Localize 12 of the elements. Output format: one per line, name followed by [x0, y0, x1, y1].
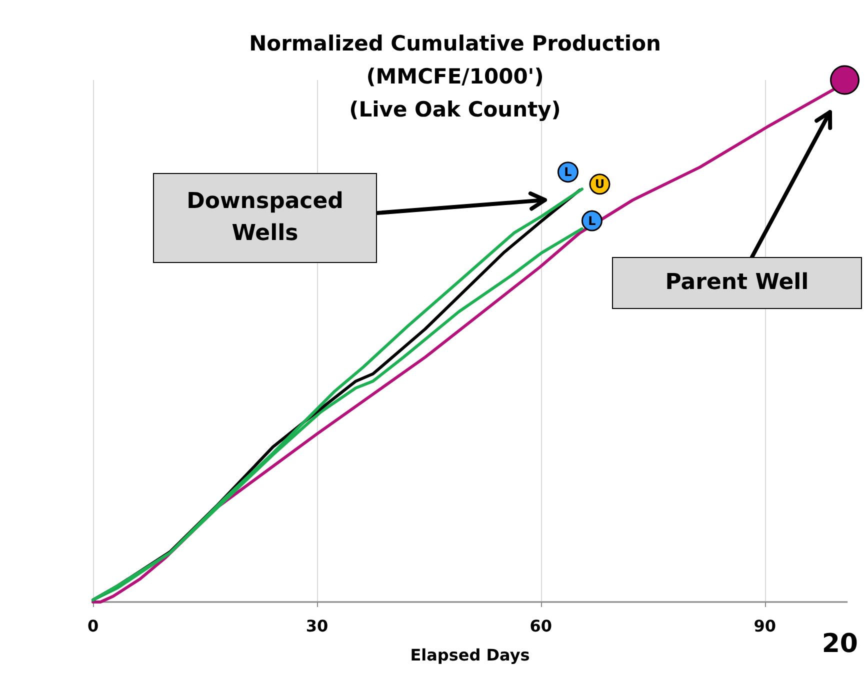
x-tick-label: 0: [87, 616, 99, 636]
x-tick-label: 90: [754, 616, 776, 636]
series-label: L: [564, 165, 572, 180]
chart-title: Normalized Cumulative Production (MMCFE/1000') (Live Oak County): [249, 32, 661, 122]
series-label: L: [588, 214, 596, 228]
x-tick-label: 60: [530, 616, 552, 636]
callout-box: Downspaced Wells: [153, 173, 377, 263]
callout-box: Parent Well: [612, 257, 862, 309]
series-label: U: [594, 177, 605, 192]
x-tick-label: 30: [306, 616, 328, 636]
x-axis-title: Elapsed Days: [410, 646, 530, 664]
text: 20: [822, 629, 858, 659]
